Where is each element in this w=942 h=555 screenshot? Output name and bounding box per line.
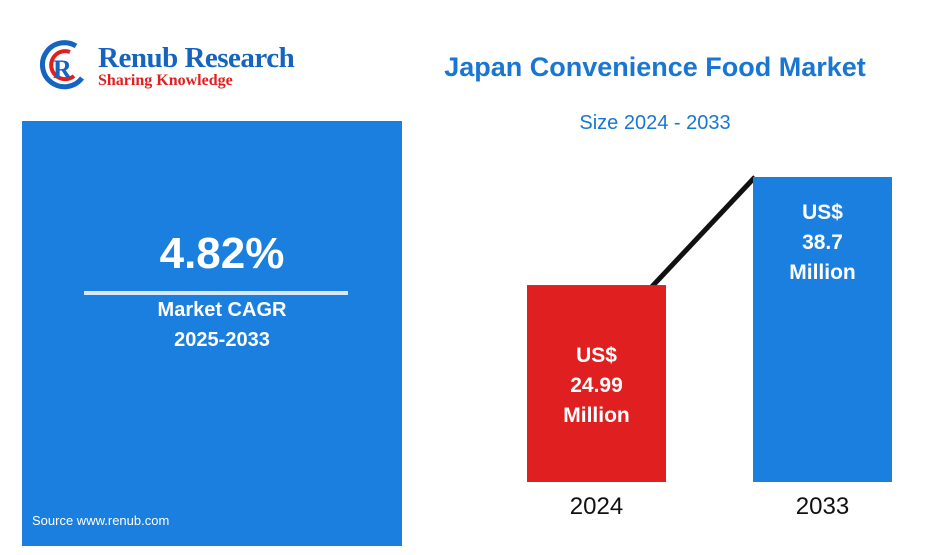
cagr-panel: 4.82% Market CAGR 2025-2033 Source www.r… [22,121,402,546]
bar-value-label: US$ [576,344,617,367]
trend-line [649,175,757,289]
renub-logo-icon: R [39,40,84,90]
bar-2033 [753,177,892,482]
cagr-label: Market CAGR [157,299,287,321]
source-note: Source www.renub.com [32,513,170,528]
bar-2024 [527,285,666,482]
bar-value-label: Million [789,261,856,284]
bar-value-label: 24.99 [570,374,623,397]
bar-value-label: Million [563,404,630,427]
cagr-divider [84,291,348,295]
brand-name: Renub Research [98,42,295,74]
cagr-period: 2025-2033 [174,329,270,351]
cagr-value: 4.82% [159,229,285,278]
bar-value-label: US$ [802,201,843,224]
chart-title: Japan Convenience Food Market [444,52,866,82]
svg-text:R: R [53,55,72,84]
bar-value-label: 38.7 [802,231,843,254]
x-tick-label: 2024 [570,493,623,520]
brand-tagline: Sharing Knowledge [98,72,233,89]
brand-logo: R Renub Research Sharing Knowledge [36,38,326,94]
chart-subtitle: Size 2024 - 2033 [579,112,731,134]
x-tick-label: 2033 [796,493,849,520]
